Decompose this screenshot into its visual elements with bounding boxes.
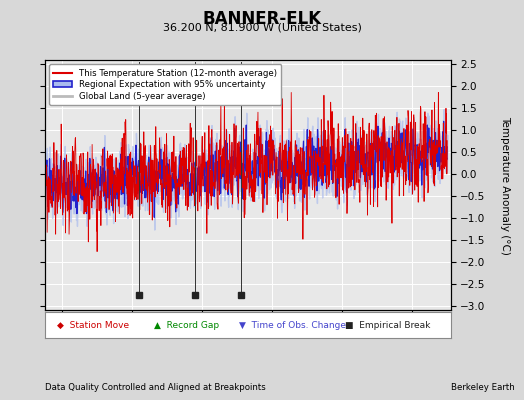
Text: Berkeley Earth: Berkeley Earth — [451, 383, 515, 392]
Text: ◆  Station Move: ◆ Station Move — [57, 320, 129, 330]
Text: ■  Empirical Break: ■ Empirical Break — [345, 320, 430, 330]
Y-axis label: Temperature Anomaly (°C): Temperature Anomaly (°C) — [499, 116, 510, 254]
Text: ▲  Record Gap: ▲ Record Gap — [154, 320, 220, 330]
Text: ▼  Time of Obs. Change: ▼ Time of Obs. Change — [239, 320, 346, 330]
Legend: This Temperature Station (12-month average), Regional Expectation with 95% uncer: This Temperature Station (12-month avera… — [49, 64, 281, 105]
Text: BANNER-ELK: BANNER-ELK — [202, 10, 322, 28]
Text: Data Quality Controlled and Aligned at Breakpoints: Data Quality Controlled and Aligned at B… — [45, 383, 265, 392]
Text: 36.200 N, 81.900 W (United States): 36.200 N, 81.900 W (United States) — [162, 22, 362, 32]
